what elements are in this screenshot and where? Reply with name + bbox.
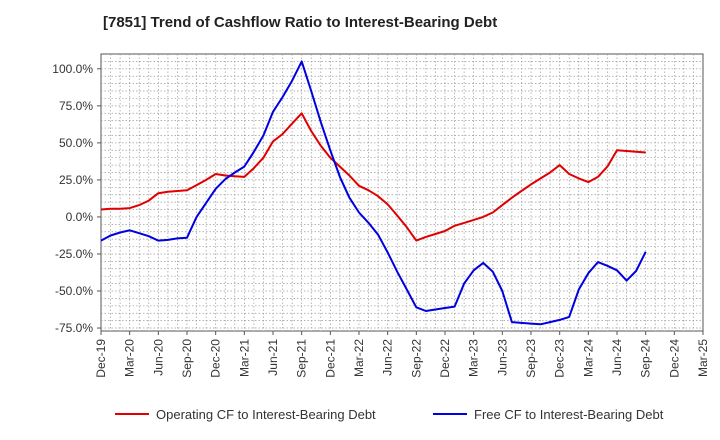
x-tick-label: Jun-24 — [610, 339, 624, 376]
plot-area — [100, 53, 704, 332]
series-line-free-cf — [100, 60, 647, 326]
x-tick-label: Mar-24 — [581, 339, 595, 377]
y-tick-label: 100.0% — [52, 62, 93, 76]
plot-frame — [100, 53, 704, 332]
x-tick-label: Dec-22 — [438, 339, 452, 378]
y-tick-label: 50.0% — [59, 136, 93, 150]
x-tick-label: Jun-23 — [495, 339, 509, 376]
series-line-operating-cf — [100, 112, 646, 242]
x-tick-label: Sep-20 — [180, 339, 194, 378]
x-tick-label: Dec-24 — [667, 339, 681, 378]
x-tick-label: Dec-23 — [553, 339, 567, 378]
x-tick-label: Sep-23 — [524, 339, 538, 378]
y-tick-label: -50.0% — [55, 284, 93, 298]
y-tick-label: -75.0% — [55, 321, 93, 335]
x-tick-label: Mar-22 — [352, 339, 366, 377]
x-tick-label: Mar-21 — [237, 339, 251, 377]
x-tick-label: Jun-21 — [266, 339, 280, 376]
legend-label: Free CF to Interest-Bearing Debt — [474, 407, 664, 422]
x-tick-label: Mar-20 — [123, 339, 137, 377]
y-tick-label: -25.0% — [55, 247, 93, 261]
y-tick-label: 0.0% — [66, 210, 94, 224]
x-tick-label: Sep-21 — [295, 339, 309, 378]
legend: Operating CF to Interest-Bearing Debt Fre… — [115, 407, 664, 422]
x-tick-label: Jun-22 — [381, 339, 395, 376]
y-tick-label: 25.0% — [59, 173, 93, 187]
chart-title: [7851] Trend of Cashflow Ratio to Intere… — [103, 14, 498, 31]
x-tick-label: Dec-21 — [323, 339, 337, 378]
axes: Dec-19 Mar-20 Jun-20 Sep-20 Dec-20 Mar-21 Jun-… — [52, 62, 710, 378]
grid — [101, 54, 703, 331]
legend-label: Operating CF to Interest-Bearing Debt — [156, 407, 376, 422]
x-tick-label: Dec-20 — [209, 339, 223, 378]
x-tick-label: Sep-24 — [639, 339, 653, 378]
series-layer — [100, 60, 647, 326]
x-tick-label: Mar-23 — [467, 339, 481, 377]
x-tick-label: Sep-22 — [409, 339, 423, 378]
x-tick-label: Jun-20 — [151, 339, 165, 376]
y-tick-label: 75.0% — [59, 99, 93, 113]
x-tick-label: Mar-25 — [696, 339, 710, 377]
x-tick-label: Dec-19 — [94, 339, 108, 378]
